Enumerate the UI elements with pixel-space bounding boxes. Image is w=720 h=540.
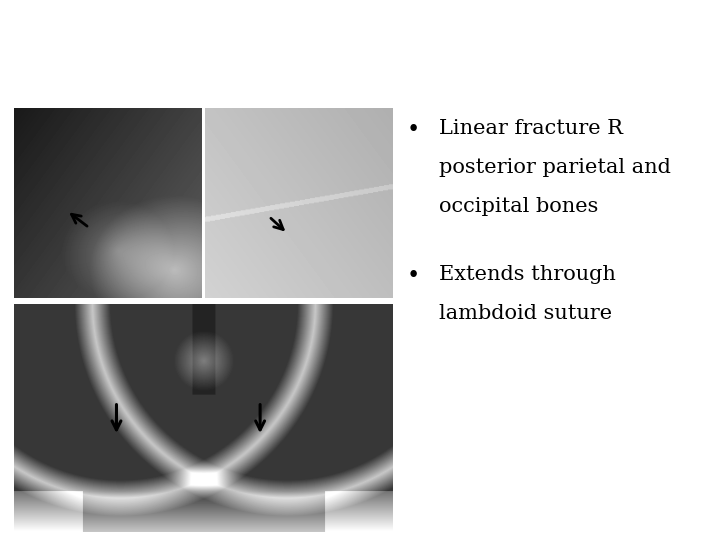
Text: Extends through: Extends through	[439, 265, 616, 284]
Text: Linear fracture R: Linear fracture R	[439, 119, 624, 138]
Text: Case 1: Case 1	[18, 51, 142, 85]
Text: •: •	[407, 119, 420, 141]
Text: posterior parietal and: posterior parietal and	[439, 158, 671, 177]
Text: lambdoid suture: lambdoid suture	[439, 304, 612, 323]
Text: •: •	[407, 265, 420, 287]
Text: occipital bones: occipital bones	[439, 197, 598, 215]
